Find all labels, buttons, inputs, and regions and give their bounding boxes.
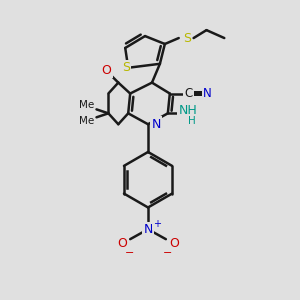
Text: O: O xyxy=(169,237,179,250)
Text: −: − xyxy=(124,248,134,258)
Text: N: N xyxy=(203,87,212,100)
Text: O: O xyxy=(101,64,111,77)
Text: O: O xyxy=(117,237,127,250)
Text: N: N xyxy=(143,223,153,236)
Text: −: − xyxy=(163,248,172,258)
Text: +: + xyxy=(153,219,161,229)
Text: N: N xyxy=(151,118,160,131)
Text: S: S xyxy=(122,61,130,74)
Text: NH: NH xyxy=(178,104,197,117)
Text: Me: Me xyxy=(79,116,94,126)
Text: S: S xyxy=(183,32,191,44)
Text: Me: Me xyxy=(79,100,94,110)
Text: C: C xyxy=(184,87,193,100)
Text: H: H xyxy=(188,116,196,126)
